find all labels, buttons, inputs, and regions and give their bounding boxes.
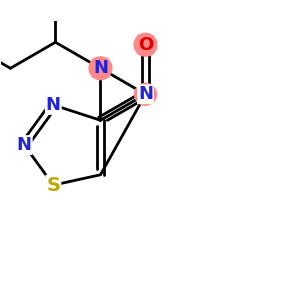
Text: N: N bbox=[93, 59, 108, 77]
Text: O: O bbox=[138, 36, 153, 54]
Text: S: S bbox=[46, 176, 60, 195]
Circle shape bbox=[134, 33, 157, 56]
Text: N: N bbox=[138, 85, 153, 103]
Circle shape bbox=[89, 57, 112, 80]
Text: N: N bbox=[46, 96, 61, 114]
Text: N: N bbox=[17, 136, 32, 154]
Circle shape bbox=[135, 83, 156, 105]
